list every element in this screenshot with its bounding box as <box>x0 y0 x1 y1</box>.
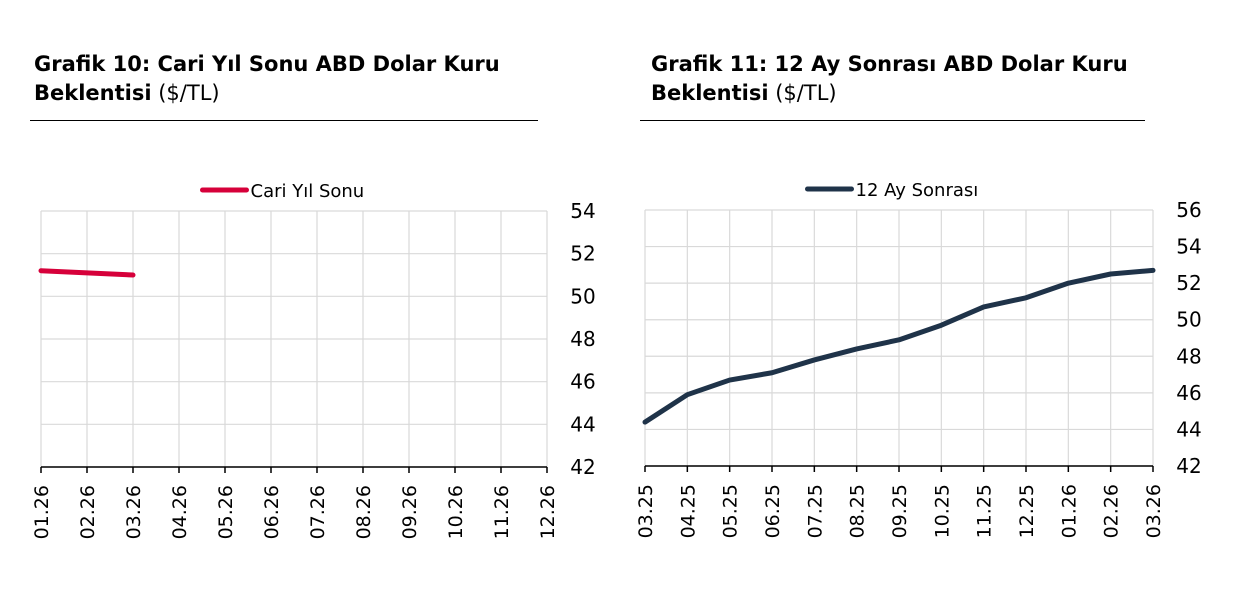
chart10-x-tick-label: 05.26 <box>215 485 237 539</box>
chart11-x-tick-label: 01.26 <box>1058 484 1080 538</box>
chart11-title-rule <box>640 120 1145 121</box>
chart10-x-tick-label: 03.26 <box>123 485 145 539</box>
chart10-x-tick-label: 04.26 <box>169 485 191 539</box>
chart10-x-tick-label: 07.26 <box>307 485 329 539</box>
chart10-y-tick-label: 42 <box>570 455 595 479</box>
chart11-title-main: Grafik 11: 12 Ay Sonrası ABD Dolar Kuru <box>651 52 1128 76</box>
chart10-title-main: Grafik 10: Cari Yıl Sonu ABD Dolar Kuru <box>34 52 500 76</box>
chart10-y-tick-label: 50 <box>570 284 595 308</box>
chart10-y-tick-label: 54 <box>570 199 595 223</box>
chart11-y-tick-label: 44 <box>1176 417 1201 441</box>
chart10-title: Grafik 10: Cari Yıl Sonu ABD Dolar Kuru … <box>34 50 500 108</box>
chart11-y-tick-label: 42 <box>1176 454 1201 478</box>
chart11-y-tick-label: 46 <box>1176 381 1201 405</box>
chart10-title-unit: ($/TL) <box>158 81 220 105</box>
chart11-legend-label: 12 Ay Sonrası <box>856 180 979 201</box>
chart11-x-tick-label: 02.26 <box>1101 484 1123 538</box>
chart11-x-tick-label: 07.25 <box>804 484 826 538</box>
chart11-x-tick-label: 09.25 <box>889 484 911 538</box>
chart11-title-unit: ($/TL) <box>775 81 837 105</box>
chart10-y-tick-label: 48 <box>570 327 595 351</box>
chart11-x-tick-label: 10.25 <box>931 484 953 538</box>
chart11-x-tick-label: 03.26 <box>1143 484 1165 538</box>
chart11-y-tick-label: 50 <box>1176 308 1201 332</box>
chart11-y-tick-label: 54 <box>1176 235 1201 259</box>
chart10-x-tick-label: 09.26 <box>399 485 421 539</box>
chart11-x-tick-label: 12.25 <box>1016 484 1038 538</box>
chart10-x-tick-label: 10.26 <box>445 485 467 539</box>
chart10-x-tick-label: 02.26 <box>77 485 99 539</box>
chart11-x-tick-label: 04.25 <box>677 484 699 538</box>
chart10-title-rule <box>30 120 538 121</box>
chart10-y-tick-label: 52 <box>570 242 595 266</box>
chart11-y-tick-label: 52 <box>1176 271 1201 295</box>
chart11-y-tick-label: 56 <box>1176 198 1201 222</box>
chart11-x-tick-label: 11.25 <box>974 484 996 538</box>
chart11-x-tick-label: 06.25 <box>762 484 784 538</box>
chart10-legend-label: Cari Yıl Sonu <box>251 181 365 202</box>
chart11-title-line2: Beklentisi <box>651 81 769 105</box>
chart10-x-tick-label: 01.26 <box>31 485 53 539</box>
chart10-x-tick-label: 06.26 <box>261 485 283 539</box>
chart10-x-tick-label: 12.26 <box>537 485 559 539</box>
chart11-y-tick-label: 48 <box>1176 344 1201 368</box>
chart11-x-tick-label: 08.25 <box>847 484 869 538</box>
chart11-x-tick-label: 03.25 <box>635 484 657 538</box>
chart10-title-line2: Beklentisi <box>34 81 152 105</box>
chart10-x-tick-label: 08.26 <box>353 485 375 539</box>
chart10-y-tick-label: 46 <box>570 370 595 394</box>
chart11-title: Grafik 11: 12 Ay Sonrası ABD Dolar Kuru … <box>651 50 1128 108</box>
chart10-x-tick-label: 11.26 <box>491 485 513 539</box>
chart11-x-tick-label: 05.25 <box>720 484 742 538</box>
chart10-y-tick-label: 44 <box>570 412 595 436</box>
